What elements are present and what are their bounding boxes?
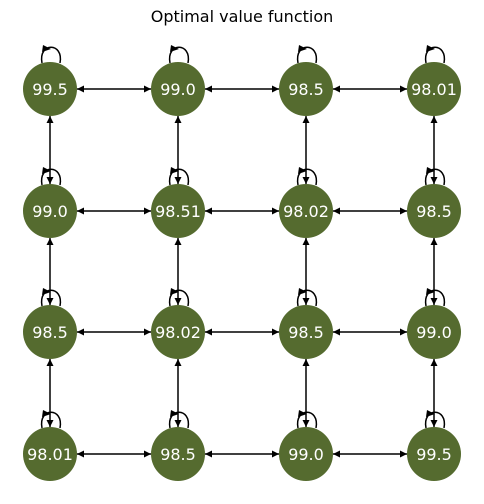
node-value-label: 99.0 bbox=[416, 323, 452, 342]
self-loop-arrowhead-2-3 bbox=[426, 288, 435, 295]
node-circle bbox=[279, 427, 333, 481]
node-circle bbox=[151, 184, 205, 238]
node-circle bbox=[407, 427, 461, 481]
self-loop-1-3 bbox=[424, 168, 446, 186]
diagram-title: Optimal value function bbox=[150, 7, 334, 26]
node-1-3: 98.5 bbox=[407, 184, 461, 238]
node-3-2: 99.0 bbox=[279, 427, 333, 481]
nodes-layer: 99.5 99.0 98.5 98.01 99.0 98.51 98.02 98.5 98.5 9… bbox=[23, 62, 461, 481]
node-circle bbox=[407, 305, 461, 359]
self-loop-2-0 bbox=[40, 289, 62, 307]
self-loop-2-1 bbox=[168, 289, 190, 307]
node-2-2: 98.5 bbox=[279, 305, 333, 359]
node-circle bbox=[151, 427, 205, 481]
self-loops-layer bbox=[40, 45, 446, 429]
node-0-0: 99.5 bbox=[23, 62, 77, 116]
self-loop-0-1 bbox=[168, 46, 190, 64]
node-3-0: 98.01 bbox=[23, 427, 77, 481]
self-loop-arrowhead-2-0 bbox=[42, 288, 51, 295]
node-2-0: 98.5 bbox=[23, 305, 77, 359]
node-value-label: 99.0 bbox=[288, 445, 324, 464]
node-value-label: 99.5 bbox=[416, 445, 452, 464]
node-3-1: 98.5 bbox=[151, 427, 205, 481]
self-loop-arrowhead-1-3 bbox=[426, 167, 435, 174]
self-loop-0-3 bbox=[424, 46, 446, 64]
node-circle bbox=[151, 62, 205, 116]
node-value-label: 98.01 bbox=[411, 80, 457, 99]
node-value-label: 98.5 bbox=[288, 323, 324, 342]
node-circle bbox=[23, 427, 77, 481]
self-loop-3-3 bbox=[424, 411, 446, 429]
self-loop-1-0 bbox=[40, 168, 62, 186]
node-value-label: 98.01 bbox=[27, 445, 73, 464]
self-loop-1-1 bbox=[168, 168, 190, 186]
node-0-2: 98.5 bbox=[279, 62, 333, 116]
self-loop-arrowhead-3-1 bbox=[170, 410, 179, 417]
node-value-label: 99.5 bbox=[32, 80, 68, 99]
node-circle bbox=[279, 184, 333, 238]
self-loop-arrowhead-3-3 bbox=[426, 410, 435, 417]
node-0-3: 98.01 bbox=[407, 62, 461, 116]
node-value-label: 98.02 bbox=[155, 323, 201, 342]
node-2-3: 99.0 bbox=[407, 305, 461, 359]
self-loop-3-0 bbox=[40, 411, 62, 429]
node-circle bbox=[23, 184, 77, 238]
node-0-1: 99.0 bbox=[151, 62, 205, 116]
self-loop-3-2 bbox=[296, 411, 318, 429]
node-circle bbox=[151, 305, 205, 359]
self-loop-arrowhead-0-3 bbox=[426, 45, 435, 52]
node-value-label: 99.0 bbox=[160, 80, 196, 99]
self-loop-arrowhead-0-0 bbox=[42, 45, 51, 52]
self-loop-2-3 bbox=[424, 289, 446, 307]
node-value-label: 98.5 bbox=[416, 202, 452, 221]
node-circle bbox=[279, 62, 333, 116]
self-loop-3-1 bbox=[168, 411, 190, 429]
node-1-2: 98.02 bbox=[279, 184, 333, 238]
self-loop-arrowhead-2-2 bbox=[298, 288, 307, 295]
node-value-label: 99.0 bbox=[32, 202, 68, 221]
node-value-label: 98.5 bbox=[160, 445, 196, 464]
self-loop-arrowhead-3-0 bbox=[42, 410, 51, 417]
node-value-label: 98.5 bbox=[32, 323, 68, 342]
self-loop-0-0 bbox=[40, 46, 62, 64]
self-loop-arrowhead-0-2 bbox=[298, 45, 307, 52]
self-loop-arrowhead-0-1 bbox=[170, 45, 179, 52]
node-circle bbox=[407, 184, 461, 238]
self-loop-2-2 bbox=[296, 289, 318, 307]
node-circle bbox=[407, 62, 461, 116]
node-2-1: 98.02 bbox=[151, 305, 205, 359]
self-loop-arrowhead-1-2 bbox=[298, 167, 307, 174]
node-1-0: 99.0 bbox=[23, 184, 77, 238]
self-loop-0-2 bbox=[296, 46, 318, 64]
node-value-label: 98.5 bbox=[288, 80, 324, 99]
node-circle bbox=[23, 305, 77, 359]
node-value-label: 98.02 bbox=[283, 202, 329, 221]
node-3-3: 99.5 bbox=[407, 427, 461, 481]
self-loop-arrowhead-3-2 bbox=[298, 410, 307, 417]
node-circle bbox=[279, 305, 333, 359]
node-circle bbox=[23, 62, 77, 116]
node-1-1: 98.51 bbox=[151, 184, 205, 238]
self-loop-arrowhead-1-0 bbox=[42, 167, 51, 174]
self-loop-1-2 bbox=[296, 168, 318, 186]
self-loop-arrowhead-2-1 bbox=[170, 288, 179, 295]
node-value-label: 98.51 bbox=[155, 202, 201, 221]
edges-layer bbox=[46, 85, 438, 458]
self-loop-arrowhead-1-1 bbox=[170, 167, 179, 174]
